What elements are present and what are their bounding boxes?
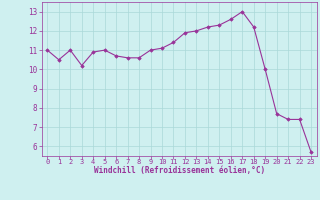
X-axis label: Windchill (Refroidissement éolien,°C): Windchill (Refroidissement éolien,°C): [94, 166, 265, 175]
